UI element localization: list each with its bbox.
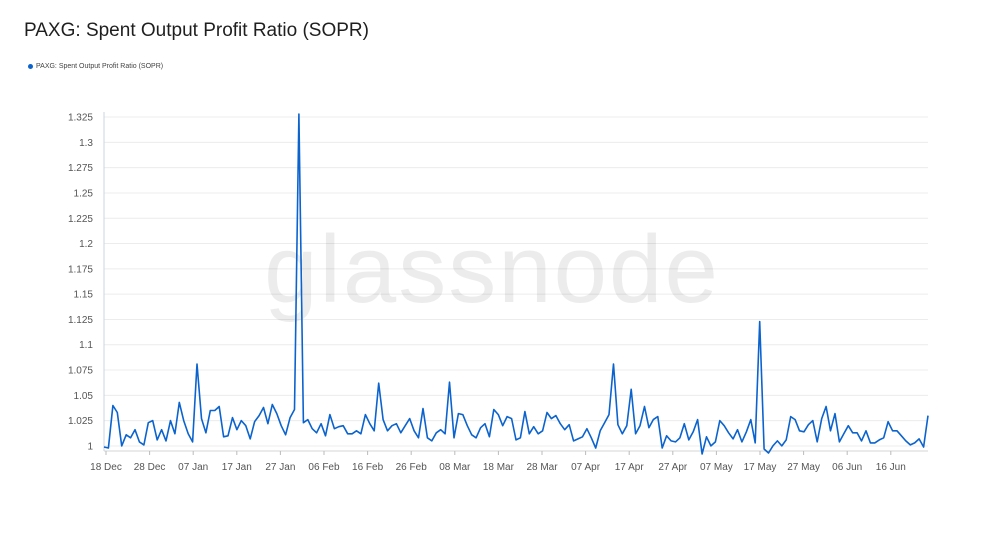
x-tick-label: 27 Apr (658, 462, 688, 473)
y-tick-label: 1.275 (68, 163, 93, 174)
x-tick-label: 28 Dec (134, 462, 166, 473)
x-tick-label: 28 Mar (526, 462, 558, 473)
x-tick-label: 06 Jun (832, 462, 862, 473)
y-tick-label: 1.3 (79, 138, 93, 149)
y-axis: 1 1.025 1.05 1.075 1.1 1.125 1.15 1.175 1.2 1.225… (68, 112, 105, 452)
x-axis: 18 Dec 28 Dec 07 Jan 17 Jan 27 Jan 06 Feb 16 F… (90, 450, 928, 473)
y-tick-label: 1.125 (68, 315, 93, 326)
series-layer (103, 113, 929, 455)
x-tick-label: 17 Jan (222, 462, 252, 473)
legend[interactable]: PAXG: Spent Output Profit Ratio (SOPR) (28, 63, 163, 70)
y-tick-label: 1.025 (68, 416, 93, 427)
x-tick-label: 07 Apr (571, 462, 601, 473)
y-tick-label: 1.075 (68, 366, 93, 377)
x-tick-label: 18 Mar (483, 462, 515, 473)
x-tick-label: 16 Jun (876, 462, 906, 473)
y-tick-label: 1.2 (79, 239, 93, 250)
x-tick-label: 07 May (700, 462, 733, 473)
grid-lines (104, 116, 928, 447)
series-line (103, 113, 929, 455)
legend-label: PAXG: Spent Output Profit Ratio (SOPR) (36, 63, 164, 70)
y-tick-label: 1.225 (68, 214, 93, 225)
y-tick-label: 1.25 (74, 188, 94, 199)
y-tick-label: 1.325 (68, 113, 93, 124)
x-tick-label: 26 Feb (396, 462, 428, 473)
x-tick-label: 17 May (744, 462, 777, 473)
x-tick-label: 17 Apr (615, 462, 645, 473)
x-tick-label: 27 Jan (265, 462, 295, 473)
y-tick-label: 1 (87, 441, 93, 452)
x-tick-label: 08 Mar (439, 462, 471, 473)
x-tick-label: 16 Feb (352, 462, 384, 473)
y-tick-label: 1.175 (68, 264, 93, 275)
y-tick-label: 1.15 (74, 290, 94, 301)
x-tick-label: 27 May (787, 462, 820, 473)
y-tick-label: 1.1 (79, 340, 93, 351)
chart-title: PAXG: Spent Output Profit Ratio (SOPR) (24, 20, 369, 41)
y-tick-label: 1.05 (74, 391, 94, 402)
x-tick-label: 06 Feb (308, 462, 340, 473)
x-tick-label: 18 Dec (90, 462, 122, 473)
watermark: glassnode (264, 216, 720, 323)
legend-marker-icon (28, 64, 33, 69)
x-tick-label: 07 Jan (178, 462, 208, 473)
